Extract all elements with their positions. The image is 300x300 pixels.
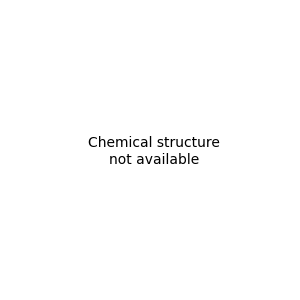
Text: Chemical structure
not available: Chemical structure not available <box>88 136 220 166</box>
